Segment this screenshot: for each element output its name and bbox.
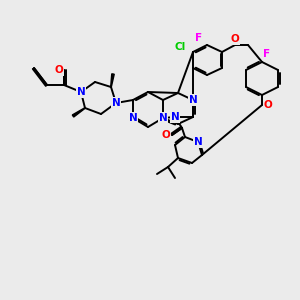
- Text: O: O: [231, 34, 239, 44]
- Text: O: O: [264, 100, 272, 110]
- Polygon shape: [111, 74, 114, 87]
- Text: O: O: [162, 130, 170, 140]
- Text: F: F: [263, 49, 271, 59]
- Text: N: N: [76, 87, 85, 97]
- Polygon shape: [72, 108, 85, 117]
- Text: N: N: [194, 137, 202, 147]
- Text: F: F: [195, 33, 203, 43]
- Text: N: N: [112, 98, 120, 108]
- Text: N: N: [171, 112, 179, 122]
- Text: Cl: Cl: [174, 42, 186, 52]
- Text: N: N: [159, 113, 167, 123]
- Text: N: N: [189, 95, 197, 105]
- Text: N: N: [129, 113, 137, 123]
- Text: O: O: [55, 65, 63, 75]
